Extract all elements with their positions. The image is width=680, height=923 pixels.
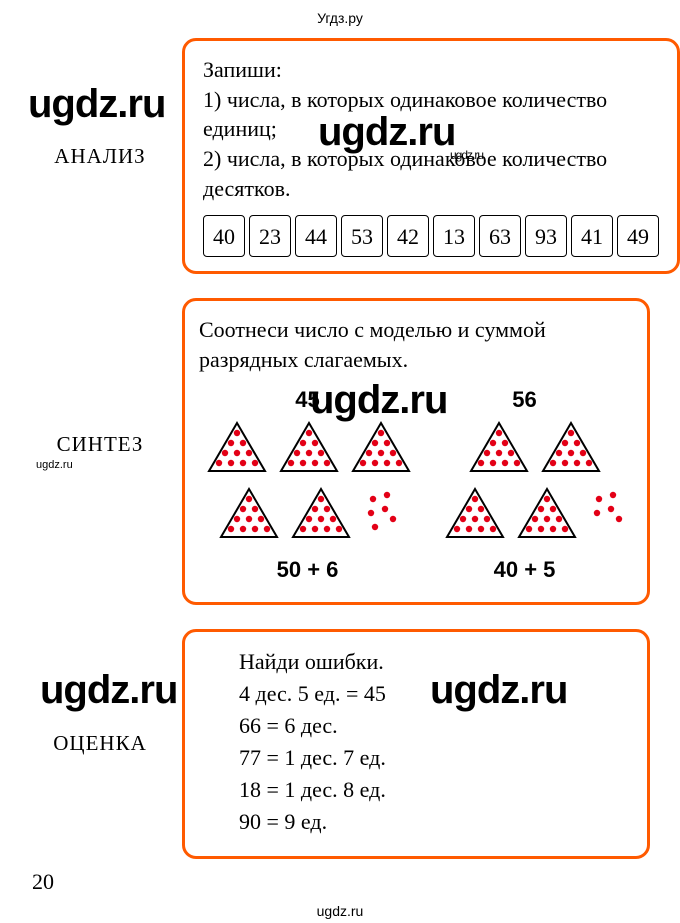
num-box: 13 xyxy=(433,215,475,257)
analysis-label: АНАЛИЗ xyxy=(30,144,170,169)
triangle-models xyxy=(199,419,633,541)
synthesis-row: СИНТЕЗ ugdz.ru Соотнеси число с моделью … xyxy=(30,298,650,605)
header-site-link: Угдз.ру xyxy=(30,10,650,26)
synthesis-label: СИНТЕЗ xyxy=(30,432,170,457)
synthesis-prompt: Соотнеси число с моделью и суммой разряд… xyxy=(199,315,633,374)
num-box: 44 xyxy=(295,215,337,257)
num-box: 53 xyxy=(341,215,383,257)
eval-line: 77 = 1 дес. 7 ед. xyxy=(239,742,633,774)
triangle-ten-icon xyxy=(515,485,579,541)
triangle-group-left xyxy=(205,419,413,541)
num-box: 49 xyxy=(617,215,659,257)
num-box: 42 xyxy=(387,215,429,257)
triangle-ten-icon xyxy=(349,419,413,475)
loose-dots-icon xyxy=(587,485,627,541)
sum-left: 50 + 6 xyxy=(277,555,339,585)
eval-line: 18 = 1 дес. 8 ед. xyxy=(239,774,633,806)
triangle-ten-icon xyxy=(289,485,353,541)
evaluation-label: ОЦЕНКА xyxy=(30,731,170,756)
synth-num-right: 56 xyxy=(512,385,536,415)
eval-line: 66 = 6 дес. xyxy=(239,710,633,742)
num-box: 41 xyxy=(571,215,613,257)
evaluation-row: ОЦЕНКА Найди ошибки. 4 дес. 5 ед. = 45 6… xyxy=(30,629,650,858)
loose-dots-icon xyxy=(361,485,401,541)
synthesis-card: Соотнеси число с моделью и суммой разряд… xyxy=(182,298,650,605)
num-box: 63 xyxy=(479,215,521,257)
num-box: 93 xyxy=(525,215,567,257)
triangle-group-right xyxy=(443,419,627,541)
analysis-row: АНАЛИЗ Запиши: 1) числа, в которых одина… xyxy=(30,38,650,274)
triangle-ten-icon xyxy=(277,419,341,475)
synth-sums: 50 + 6 40 + 5 xyxy=(199,555,633,585)
triangle-ten-icon xyxy=(217,485,281,541)
triangle-ten-icon xyxy=(205,419,269,475)
num-box: 40 xyxy=(203,215,245,257)
analysis-title: Запиши: xyxy=(203,55,659,85)
analysis-line2: 2) числа, в которых одинаковое ко­личест… xyxy=(203,144,659,203)
num-box: 23 xyxy=(249,215,291,257)
sum-right: 40 + 5 xyxy=(494,555,556,585)
eval-line: 4 дес. 5 ед. = 45 xyxy=(239,678,633,710)
synth-top-numbers: 45 56 xyxy=(199,385,633,415)
synth-num-left: 45 xyxy=(295,385,319,415)
analysis-card: Запиши: 1) числа, в которых одинаковое к… xyxy=(182,38,680,274)
analysis-line1: 1) числа, в которых одинаковое ко­личест… xyxy=(203,85,659,144)
triangle-ten-icon xyxy=(467,419,531,475)
footer-site-link: ugdz.ru xyxy=(0,903,680,919)
synthesis-label-col: СИНТЕЗ ugdz.ru xyxy=(30,432,170,471)
number-row: 40 23 44 53 42 13 63 93 41 49 xyxy=(203,215,659,257)
triangle-ten-icon xyxy=(443,485,507,541)
triangle-ten-icon xyxy=(539,419,603,475)
evaluation-card: Найди ошибки. 4 дес. 5 ед. = 45 66 = 6 д… xyxy=(182,629,650,858)
evaluation-title: Найди ошибки. xyxy=(239,646,633,678)
page-number: 20 xyxy=(32,869,54,895)
eval-line: 90 = 9 ед. xyxy=(239,806,633,838)
synthesis-sublabel: ugdz.ru xyxy=(30,459,170,471)
